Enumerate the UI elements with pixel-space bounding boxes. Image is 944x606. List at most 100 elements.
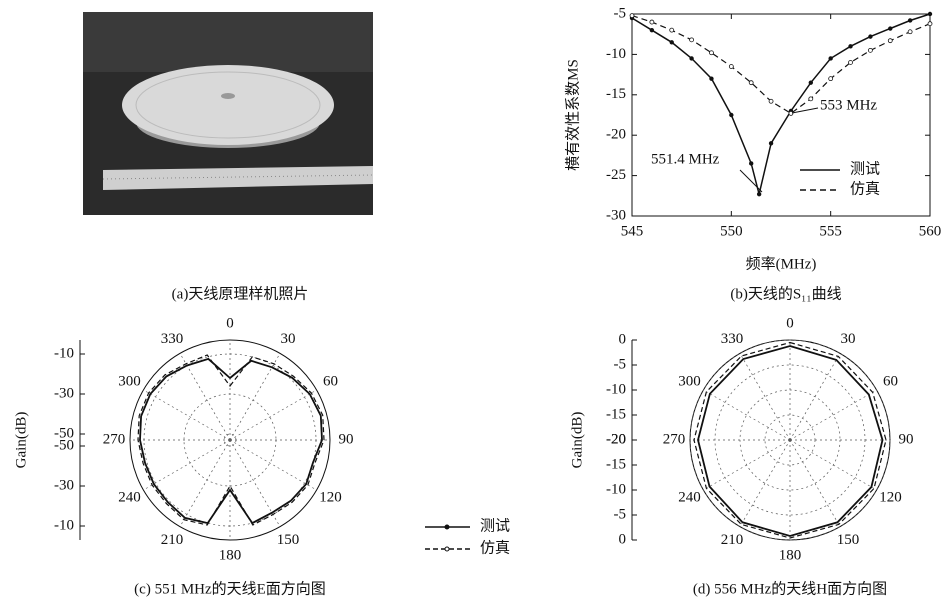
- data-point: [908, 30, 912, 34]
- theta-tick-label: 150: [277, 532, 300, 548]
- annotation-arrow: [792, 108, 818, 113]
- theta-tick-label: 30: [841, 331, 856, 347]
- chart-caption: (c) 551 MHz的天线E面方向图: [134, 580, 326, 597]
- theta-tick-label: 300: [118, 373, 141, 389]
- legend-label: 测试: [850, 160, 880, 177]
- data-point: [690, 38, 694, 42]
- theta-tick-label: 180: [779, 547, 802, 563]
- grid-spoke: [230, 390, 317, 440]
- grid-spoke: [180, 353, 230, 440]
- r-tick-label: -10: [606, 481, 626, 497]
- photo-backdrop: [83, 12, 373, 72]
- data-point: [757, 192, 761, 196]
- r-tick-label: -30: [54, 477, 74, 493]
- theta-tick-label: 210: [721, 532, 744, 548]
- grid-spoke: [790, 390, 877, 440]
- theta-tick-label: 180: [219, 547, 242, 563]
- figure: (a)天线原理样机照片 -5-10-15-20-25-3054555055556…: [0, 0, 944, 601]
- r-tick-label: 0: [619, 331, 627, 347]
- r-axis-label: Gain(dB): [569, 412, 585, 469]
- theta-tick-label: 30: [281, 331, 296, 347]
- r-tick-label: -10: [54, 345, 74, 361]
- x-tick-label: 545: [621, 223, 644, 239]
- data-point: [829, 77, 833, 81]
- data-point: [869, 35, 873, 39]
- grid-spoke: [740, 353, 790, 440]
- y-tick-label: -10: [606, 46, 626, 62]
- y-tick-label: -30: [606, 207, 626, 223]
- data-point: [849, 45, 853, 49]
- grid-spoke: [180, 440, 230, 527]
- y-tick-label: -5: [614, 5, 627, 21]
- data-point: [730, 113, 734, 117]
- y-tick-label: -20: [606, 127, 626, 143]
- theta-tick-label: 0: [226, 315, 234, 331]
- y-tick-label: -25: [606, 167, 626, 183]
- grid-spoke: [230, 440, 280, 527]
- r-tick-label: -5: [614, 506, 627, 522]
- grid-spoke: [740, 440, 790, 527]
- theta-tick-label: 120: [879, 489, 902, 505]
- y-axis-label: 横有效性系数MS: [564, 59, 581, 171]
- r-tick-label: -15: [606, 406, 626, 422]
- x-tick-label: 560: [919, 223, 942, 239]
- y-tick-label: -15: [606, 86, 626, 102]
- grid-spoke: [790, 353, 840, 440]
- theta-tick-label: 300: [678, 373, 701, 389]
- theta-tick-label: 60: [883, 373, 898, 389]
- legend-label: 仿真: [480, 538, 510, 556]
- theta-tick-label: 330: [161, 331, 184, 347]
- theta-tick-label: 240: [118, 489, 141, 505]
- r-axis-label: Gain(dB): [13, 412, 29, 469]
- data-point: [908, 19, 912, 23]
- photo: [83, 12, 373, 215]
- data-point: [849, 60, 853, 64]
- theta-tick-label: 210: [161, 532, 184, 548]
- plot-frame: [632, 14, 930, 216]
- grid-spoke: [790, 440, 877, 490]
- x-tick-label: 555: [819, 223, 842, 239]
- data-point: [749, 81, 753, 85]
- theta-tick-label: 270: [103, 431, 126, 447]
- grid-spoke: [143, 390, 230, 440]
- theta-tick-label: 120: [319, 489, 342, 505]
- x-axis-label: 频率(MHz): [746, 255, 817, 272]
- chart-caption: (b)天线的S₁₁曲线: [730, 285, 841, 302]
- r-tick-label: -15: [606, 456, 626, 472]
- data-point: [709, 51, 713, 55]
- data-point: [888, 27, 892, 31]
- data-point: [630, 14, 634, 18]
- r-tick-label: -10: [606, 381, 626, 397]
- r-tick-label: -10: [54, 517, 74, 533]
- grid-spoke: [790, 440, 840, 527]
- data-point: [809, 97, 813, 101]
- disk-feed: [221, 93, 235, 99]
- chart-caption: (d) 556 MHz的天线H面方向图: [693, 580, 887, 597]
- annotation-arrow: [740, 170, 762, 192]
- theta-tick-label: 90: [899, 431, 914, 447]
- disk-top: [122, 65, 334, 145]
- legend-marker: [445, 547, 449, 551]
- x-tick-label: 550: [720, 223, 743, 239]
- data-point: [769, 99, 773, 103]
- theta-tick-label: 330: [721, 331, 744, 347]
- data-point: [809, 81, 813, 85]
- grid-spoke: [230, 440, 317, 490]
- r-tick-label: -50: [54, 437, 74, 453]
- data-point: [868, 48, 872, 52]
- legend-label: 仿真: [850, 179, 880, 197]
- annotation: 551.4 MHz: [651, 151, 720, 167]
- data-point: [670, 40, 674, 44]
- legend-marker: [445, 525, 449, 529]
- theta-tick-label: 0: [786, 315, 794, 331]
- theta-tick-label: 150: [837, 532, 860, 548]
- data-point: [749, 162, 753, 166]
- data-point: [650, 20, 654, 24]
- theta-tick-label: 60: [323, 373, 338, 389]
- annotation: 553 MHz: [820, 97, 877, 113]
- data-point: [888, 39, 892, 43]
- grid-spoke: [143, 440, 230, 490]
- photo-caption: (a)天线原理样机照片: [172, 285, 309, 302]
- grid-spoke: [703, 440, 790, 490]
- r-tick-label: 0: [619, 531, 627, 547]
